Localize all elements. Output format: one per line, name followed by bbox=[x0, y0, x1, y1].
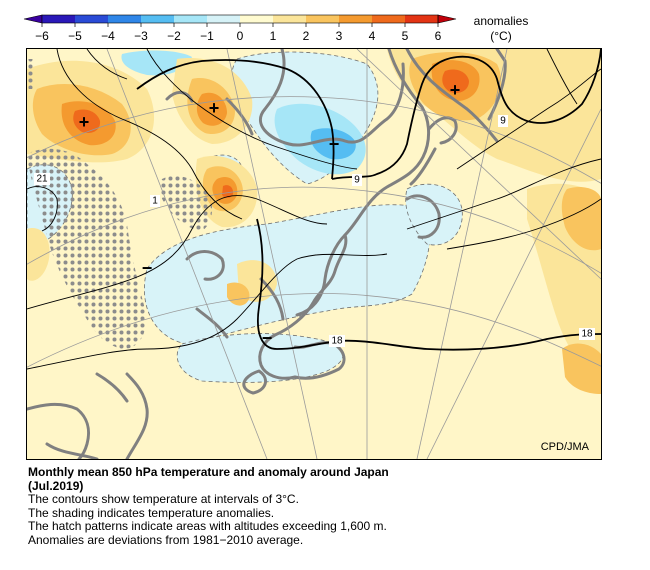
colorbar-tick-label: −5 bbox=[68, 29, 82, 43]
colorbar-units: anomalies (°C) bbox=[470, 14, 532, 44]
colorbar-tick-label: 0 bbox=[237, 29, 244, 43]
colorbar-swatch bbox=[141, 15, 175, 23]
warm-maximum-marker: + bbox=[79, 112, 90, 132]
contour-label-background bbox=[150, 195, 160, 207]
contour-label: 1 bbox=[152, 196, 158, 207]
contour-label-background bbox=[498, 115, 508, 127]
colorbar-tick-label: −6 bbox=[35, 29, 49, 43]
colorbar-tick-label: 4 bbox=[369, 29, 376, 43]
lat-lon-grid bbox=[27, 49, 601, 459]
colorbar-tick-label: −2 bbox=[167, 29, 181, 43]
cold-minimum-marker: − bbox=[142, 258, 153, 278]
colorbar-tick-label: −4 bbox=[101, 29, 115, 43]
map-panel: + + + − − − 9 9 18 18 1 21 CPD/JMA bbox=[26, 48, 602, 460]
figure-caption: Monthly mean 850 hPa temperature and ano… bbox=[28, 465, 628, 547]
contour-label: 18 bbox=[581, 329, 593, 340]
colorbar-tick-label: 1 bbox=[270, 29, 277, 43]
colorbar-swatch bbox=[240, 15, 274, 23]
contour-label-background bbox=[352, 174, 362, 186]
warm-maximum-marker: + bbox=[450, 80, 461, 100]
anomaly-colorbar: −6 −5 −4 −3 −2 −1 0 1 2 3 4 5 6 bbox=[23, 14, 457, 43]
caption-line: Anomalies are deviations from 1981−2010 … bbox=[28, 532, 304, 547]
colorbar-swatch bbox=[339, 15, 373, 23]
colorbar-swatch bbox=[405, 15, 439, 23]
colorbar-units-line2: (°C) bbox=[490, 29, 512, 43]
colorbar-swatch bbox=[306, 15, 340, 23]
contour-label-background bbox=[579, 328, 595, 340]
colorbar-tick-label: −1 bbox=[200, 29, 214, 43]
contour-label-background bbox=[34, 173, 50, 185]
caption-line: The contours show temperature at interva… bbox=[28, 492, 299, 506]
caption-line: The shading indicates temperature anomal… bbox=[28, 505, 275, 520]
colorbar-swatch bbox=[75, 15, 109, 23]
colorbar-units-line1: anomalies bbox=[473, 14, 529, 28]
contour-labels: 9 9 18 18 1 21 bbox=[34, 115, 595, 347]
anomaly-markers: + + + − − − bbox=[79, 80, 461, 348]
temperature-contours bbox=[27, 49, 601, 370]
contour-label: 21 bbox=[36, 174, 48, 185]
coastlines bbox=[27, 49, 507, 459]
colorbar-swatch bbox=[273, 15, 307, 23]
colorbar-swatch bbox=[372, 15, 406, 23]
cold-minimum-marker: − bbox=[262, 328, 273, 348]
colorbar-swatch bbox=[42, 15, 76, 23]
colorbar-swatch bbox=[207, 15, 241, 23]
colorbar-tick-label: 2 bbox=[303, 29, 310, 43]
colorbar-tick-label: 6 bbox=[435, 29, 442, 43]
caption-title: Monthly mean 850 hPa temperature and ano… bbox=[28, 465, 389, 479]
colorbar-arrow-high bbox=[437, 14, 457, 24]
contour-label: 18 bbox=[331, 336, 343, 347]
cold-minimum-marker: − bbox=[329, 134, 340, 154]
colorbar-tick-label: 5 bbox=[402, 29, 409, 43]
colorbar-swatch bbox=[108, 15, 142, 23]
colorbar-arrow-low bbox=[23, 14, 43, 24]
contour-label-background bbox=[329, 335, 345, 347]
colorbar-tick-label: −3 bbox=[134, 29, 148, 43]
contour-label: 9 bbox=[500, 116, 506, 127]
temperature-anomaly-map: + + + − − − 9 9 18 18 1 21 bbox=[27, 49, 601, 459]
major-contours bbox=[136, 49, 601, 351]
extreme-warm-areas bbox=[73, 69, 469, 198]
caption-date: (Jul.2019) bbox=[28, 478, 84, 493]
warm-maximum-marker: + bbox=[209, 98, 220, 118]
caption-line: The hatch patterns indicate areas with a… bbox=[28, 519, 387, 533]
colorbar-swatch bbox=[174, 15, 208, 23]
source-credit: CPD/JMA bbox=[538, 441, 591, 453]
contour-label: 9 bbox=[354, 175, 360, 186]
colorbar-tick-label: 3 bbox=[336, 29, 343, 43]
